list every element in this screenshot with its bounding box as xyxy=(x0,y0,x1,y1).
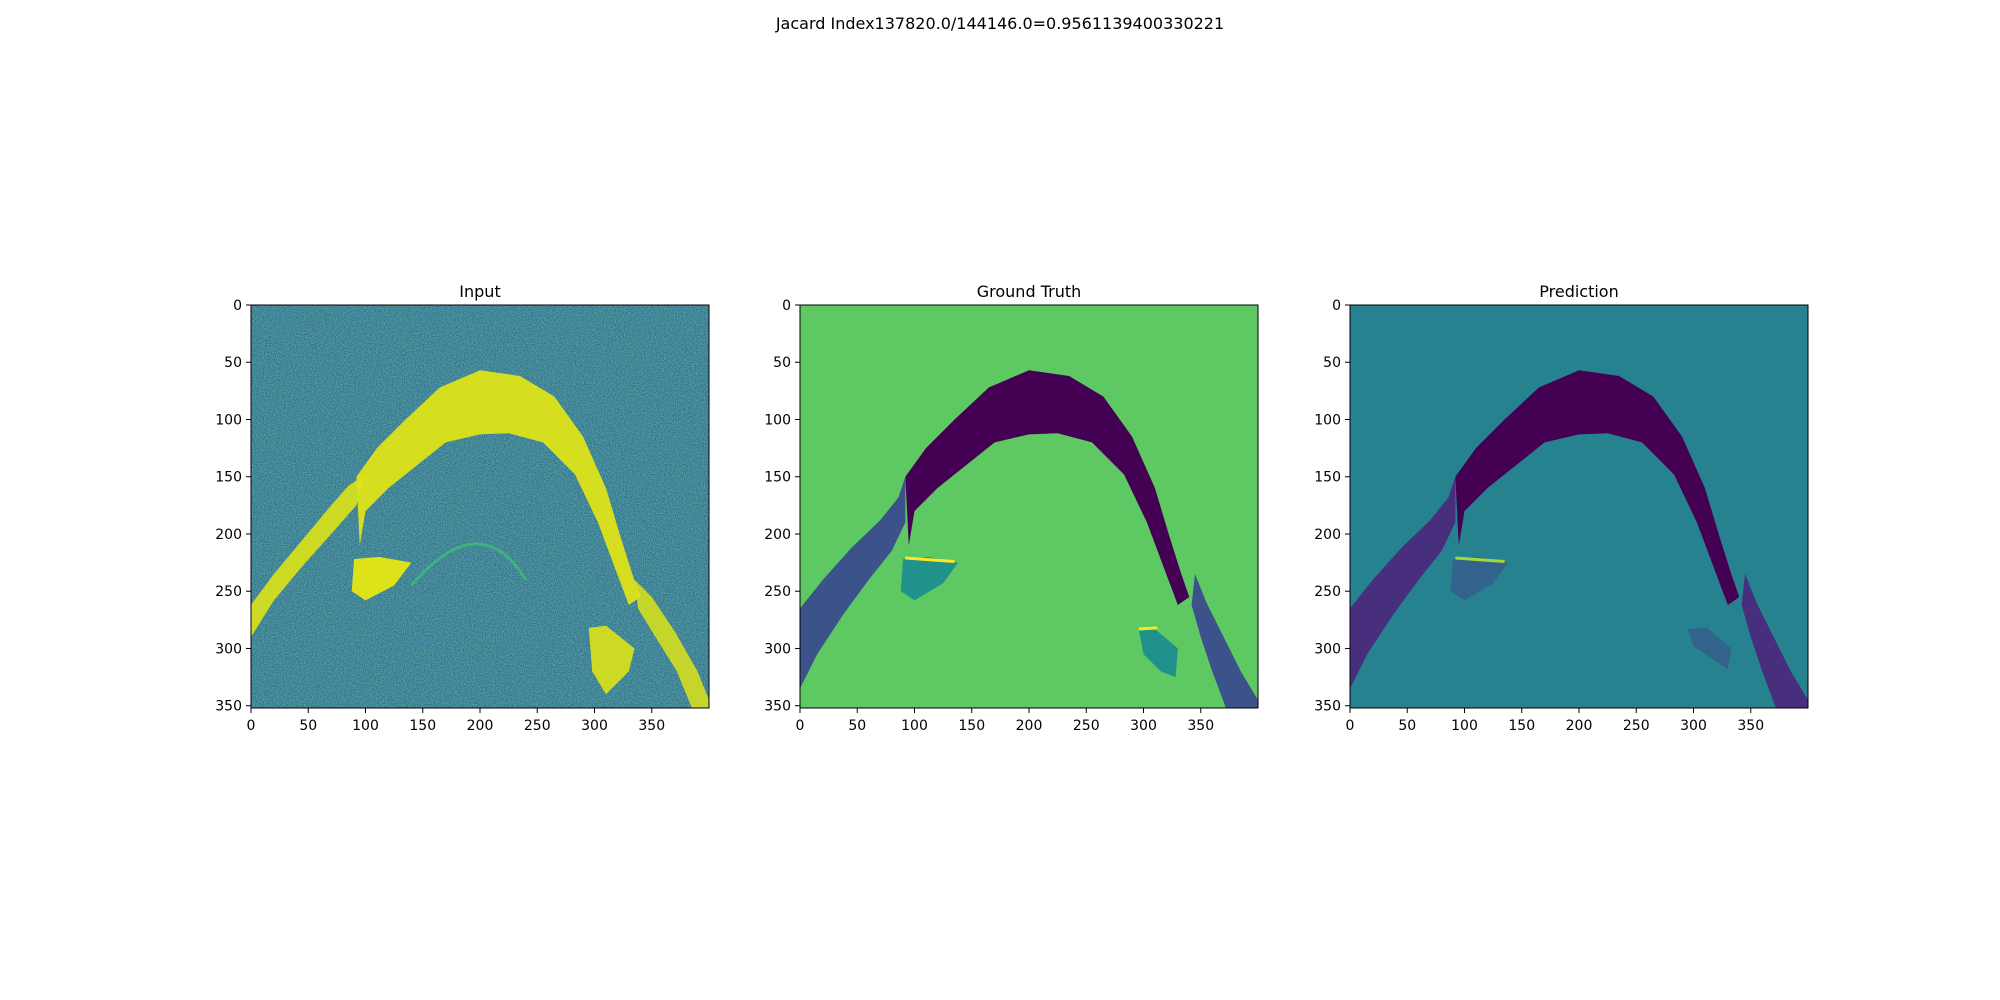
prediction-panel: Prediction 0 50 100 150 200 250 300 350 0 50 100 1… xyxy=(1314,282,1809,734)
y-tick-label: 250 xyxy=(215,584,242,600)
y-tick-label: 350 xyxy=(1314,699,1341,715)
x-tick-label: 350 xyxy=(638,718,665,734)
prediction-axes-frame xyxy=(1349,304,1809,709)
y-tick-label: 50 xyxy=(224,355,242,371)
x-tick-label: 200 xyxy=(467,718,494,734)
prediction-lens-edge xyxy=(1455,556,1505,563)
ground-truth-y-ticks: 0 50 100 150 200 250 300 350 xyxy=(764,298,800,715)
y-tick-label: 200 xyxy=(215,527,242,543)
x-tick-label: 50 xyxy=(848,718,866,734)
x-tick-label: 250 xyxy=(1623,718,1650,734)
y-tick-label: 150 xyxy=(1314,470,1341,486)
y-tick-label: 300 xyxy=(764,641,791,657)
x-tick-label: 50 xyxy=(1398,718,1416,734)
input-panel-title: Input xyxy=(459,282,500,301)
y-tick-label: 200 xyxy=(1314,527,1341,543)
y-tick-label: 150 xyxy=(764,470,791,486)
input-lens-arc xyxy=(410,542,528,587)
input-y-ticks: 0 50 100 150 200 250 300 350 xyxy=(215,298,251,715)
prediction-y-ticks: 0 50 100 150 200 250 300 350 xyxy=(1314,298,1350,715)
x-tick-label: 350 xyxy=(1737,718,1764,734)
ground-truth-right-lens-region xyxy=(1138,629,1178,678)
ground-truth-left-lens-region xyxy=(900,556,959,601)
prediction-cornea-region xyxy=(1455,370,1740,605)
ground-truth-image xyxy=(800,305,1258,708)
input-x-ticks: 0 50 100 150 200 250 300 350 xyxy=(247,708,665,734)
y-tick-label: 100 xyxy=(764,412,791,428)
ground-truth-panel-title: Ground Truth xyxy=(977,282,1082,301)
input-cornea-band xyxy=(356,370,641,605)
ground-truth-cornea-region xyxy=(905,370,1190,605)
y-tick-label: 150 xyxy=(215,470,242,486)
ground-truth-panel: Ground Truth 0 50 100 150 200 250 300 350 0 50 10… xyxy=(764,282,1259,734)
figure-suptitle: Jacard Index137820.0/144146.0=0.95611394… xyxy=(775,14,1225,33)
y-tick-label: 300 xyxy=(1314,641,1341,657)
x-tick-label: 350 xyxy=(1187,718,1214,734)
input-axes-frame xyxy=(250,304,710,709)
y-tick-label: 0 xyxy=(233,298,242,314)
x-tick-label: 300 xyxy=(1680,718,1707,734)
prediction-x-ticks: 0 50 100 150 200 250 300 350 xyxy=(1346,708,1764,734)
x-tick-label: 50 xyxy=(299,718,317,734)
x-tick-label: 150 xyxy=(958,718,985,734)
ground-truth-right-lens-edge xyxy=(1138,626,1158,631)
x-tick-label: 0 xyxy=(1346,718,1355,734)
y-tick-label: 250 xyxy=(764,584,791,600)
x-tick-label: 150 xyxy=(409,718,436,734)
prediction-left-sclera xyxy=(1350,476,1456,689)
input-left-lens-blob xyxy=(351,556,412,601)
y-tick-label: 50 xyxy=(773,355,791,371)
input-left-sclera xyxy=(251,474,366,638)
prediction-right-lens-region xyxy=(1687,627,1732,670)
y-tick-label: 0 xyxy=(1332,298,1341,314)
prediction-left-lens-region xyxy=(1450,556,1509,601)
y-tick-label: 100 xyxy=(1314,412,1341,428)
x-tick-label: 0 xyxy=(247,718,256,734)
prediction-right-sclera xyxy=(1741,574,1808,708)
ground-truth-lens-edge xyxy=(905,556,955,563)
x-tick-label: 200 xyxy=(1566,718,1593,734)
x-tick-label: 300 xyxy=(1130,718,1157,734)
x-tick-label: 100 xyxy=(901,718,928,734)
y-tick-label: 350 xyxy=(215,699,242,715)
x-tick-label: 200 xyxy=(1016,718,1043,734)
prediction-image xyxy=(1350,305,1808,708)
x-tick-label: 0 xyxy=(796,718,805,734)
y-tick-label: 200 xyxy=(764,527,791,543)
x-tick-label: 100 xyxy=(352,718,379,734)
input-speckle-noise-light xyxy=(251,305,709,708)
ground-truth-left-sclera xyxy=(800,476,906,689)
ground-truth-axes-frame xyxy=(799,304,1259,709)
y-tick-label: 300 xyxy=(215,641,242,657)
x-tick-label: 150 xyxy=(1508,718,1535,734)
ground-truth-right-sclera xyxy=(1191,574,1258,708)
input-image xyxy=(251,305,709,708)
prediction-background xyxy=(1350,305,1808,708)
x-tick-label: 250 xyxy=(1073,718,1100,734)
prediction-panel-title: Prediction xyxy=(1539,282,1618,301)
y-tick-label: 50 xyxy=(1323,355,1341,371)
y-tick-label: 100 xyxy=(215,412,242,428)
x-tick-label: 300 xyxy=(581,718,608,734)
x-tick-label: 100 xyxy=(1451,718,1478,734)
ground-truth-x-ticks: 0 50 100 150 200 250 300 350 xyxy=(796,708,1214,734)
y-tick-label: 350 xyxy=(764,699,791,715)
input-right-sclera xyxy=(634,579,709,708)
input-panel: Input 0 50 100 150 200 250 300 350 0 50 100 150 200… xyxy=(215,282,710,734)
input-right-lens-blob xyxy=(588,625,635,695)
ground-truth-background xyxy=(800,305,1258,708)
y-tick-label: 250 xyxy=(1314,584,1341,600)
y-tick-label: 0 xyxy=(782,298,791,314)
x-tick-label: 250 xyxy=(524,718,551,734)
